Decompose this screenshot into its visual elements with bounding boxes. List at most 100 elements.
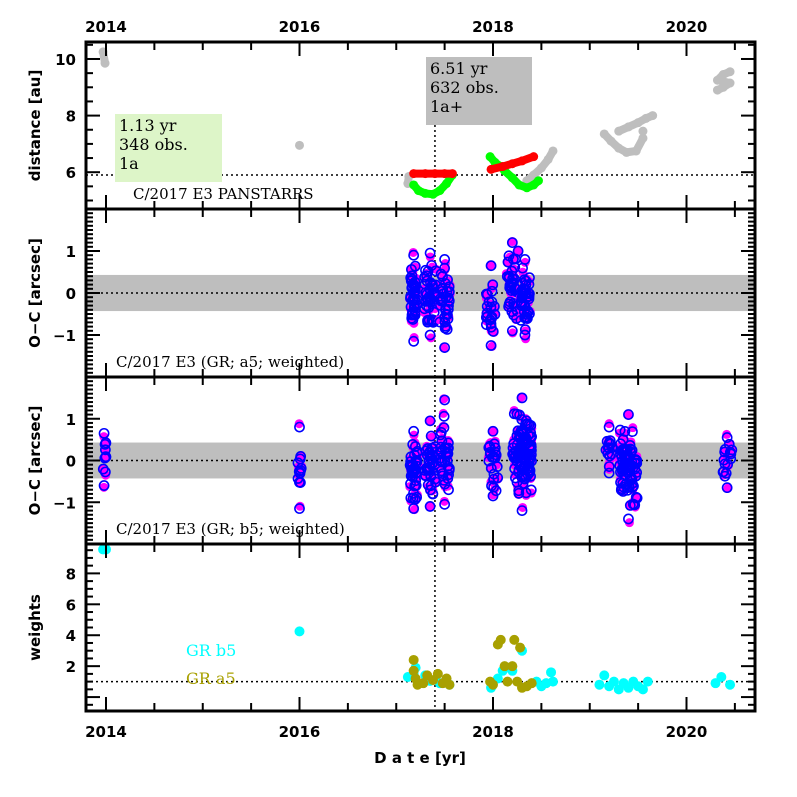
- y-axis-title-distance: distance [au]: [26, 70, 44, 182]
- data-point-residual: [520, 472, 532, 483]
- track-segment-gray-observations: [99, 47, 110, 68]
- data-point-residual: [421, 289, 433, 300]
- data-point-residual: [488, 438, 500, 450]
- data-point-residual: [425, 480, 437, 492]
- data-point-residual: [424, 501, 436, 512]
- data-point-residual: [405, 492, 417, 504]
- info-box-line: 1a: [119, 154, 139, 173]
- data-point-residual: [419, 271, 431, 283]
- panel-annotation-distance: C/2017 E3 PANSTARRS: [133, 185, 314, 203]
- data-point-residual: [624, 470, 636, 482]
- data-point-residual: [487, 279, 499, 291]
- data-point-gr-a5: [499, 661, 510, 672]
- y-tick-label: 2: [66, 658, 76, 676]
- x-tick-label-bottom: 2020: [666, 723, 708, 741]
- data-point-residual: [519, 301, 531, 312]
- data-point-weighted: [604, 464, 614, 474]
- data-point-residual: [626, 473, 638, 484]
- data-point-residual: [525, 470, 536, 482]
- data-point-gr-a5: [515, 642, 526, 653]
- data-point-residual: [424, 329, 436, 341]
- legend-entry-gr-a5: GR a5: [186, 669, 236, 688]
- outer-frame: [84, 40, 757, 713]
- data-point-gr-a5: [526, 678, 537, 689]
- data-point-residual: [617, 434, 629, 446]
- data-point-residual: [97, 463, 109, 475]
- data-point-residual: [512, 425, 524, 437]
- data-point-gr-b5: [546, 667, 557, 678]
- data-point-residual: [99, 444, 111, 456]
- data-point-residual: [408, 335, 420, 347]
- data-point-weighted: [439, 496, 449, 506]
- y-tick-label: 8: [66, 108, 76, 126]
- y-axis-title-oc-a5: O−C [arcsec]: [26, 238, 44, 348]
- legend-entry-gr-b5: GR b5: [186, 641, 236, 660]
- data-point-residual: [438, 422, 450, 434]
- data-point-residual: [725, 448, 737, 460]
- x-tick-label-top: 2014: [85, 18, 127, 36]
- data-point-gr-a5: [408, 665, 419, 676]
- data-point-weighted: [518, 502, 528, 512]
- data-point-residual: [524, 443, 536, 455]
- data-point-residual: [485, 462, 497, 474]
- data-point-residual: [425, 484, 436, 496]
- data-point-residual: [443, 484, 454, 496]
- data-point-residual: [408, 280, 420, 291]
- x-tick-label-bottom: 2014: [85, 723, 127, 741]
- data-point-residual: [481, 307, 493, 319]
- data-point-residual: [631, 492, 643, 504]
- data-point-gr-a5: [509, 634, 520, 645]
- y-tick-label: 6: [66, 596, 76, 614]
- track-segment-green-observations: [529, 176, 543, 189]
- data-point-residual: [486, 285, 498, 297]
- data-point-residual: [721, 432, 733, 443]
- y-tick-label: 1: [66, 411, 76, 429]
- info-box-green: [115, 114, 222, 182]
- data-point-residual: [489, 446, 501, 458]
- data-points: [97, 47, 738, 695]
- data-point-gr-b5: [594, 679, 605, 690]
- y-tick-label: 1: [66, 243, 76, 261]
- data-point-gr-b5: [599, 670, 610, 681]
- data-point-residual: [519, 253, 531, 265]
- data-point-residual: [480, 319, 492, 330]
- data-point-residual: [439, 342, 451, 353]
- data-point-residual: [604, 450, 616, 462]
- y-tick-label: −1: [53, 327, 76, 345]
- data-point-residual: [422, 443, 434, 454]
- data-point-gr-b5: [608, 676, 619, 687]
- data-point-residual: [441, 455, 453, 467]
- data-point-residual: [718, 466, 729, 478]
- track-segment-red-observations: [518, 152, 538, 165]
- data-point-residual: [603, 421, 615, 433]
- data-point-residual: [506, 306, 518, 318]
- data-point-residual: [520, 415, 532, 427]
- data-point-residual: [411, 491, 422, 503]
- data-point-residual: [487, 425, 499, 437]
- data-point-gr-a5: [444, 679, 455, 690]
- data-point-residual: [508, 273, 520, 285]
- data-point-residual: [295, 451, 307, 462]
- data-point-residual: [502, 256, 514, 268]
- data-point-residual: [617, 486, 629, 497]
- data-point-residual: [404, 459, 416, 471]
- data-point-gr-a5: [408, 654, 419, 665]
- data-point-gray-observations: [638, 126, 648, 136]
- data-point-residual: [511, 408, 523, 420]
- data-point-residual: [520, 487, 532, 499]
- data-point-residual: [519, 461, 531, 473]
- data-point-residual: [511, 476, 523, 488]
- data-point-residual: [439, 394, 451, 406]
- data-point-residual: [506, 325, 518, 337]
- data-point-residual: [501, 271, 513, 282]
- data-point-residual: [503, 272, 515, 284]
- data-point-residual: [516, 298, 528, 310]
- track-segment-gray-observations: [641, 111, 657, 123]
- data-point-residual: [100, 451, 112, 463]
- data-point-gr-a5: [488, 679, 498, 690]
- data-point-residual: [99, 466, 111, 478]
- data-point-residual: [519, 329, 531, 341]
- data-point-weighted: [513, 246, 523, 256]
- data-point-residual: [516, 392, 528, 404]
